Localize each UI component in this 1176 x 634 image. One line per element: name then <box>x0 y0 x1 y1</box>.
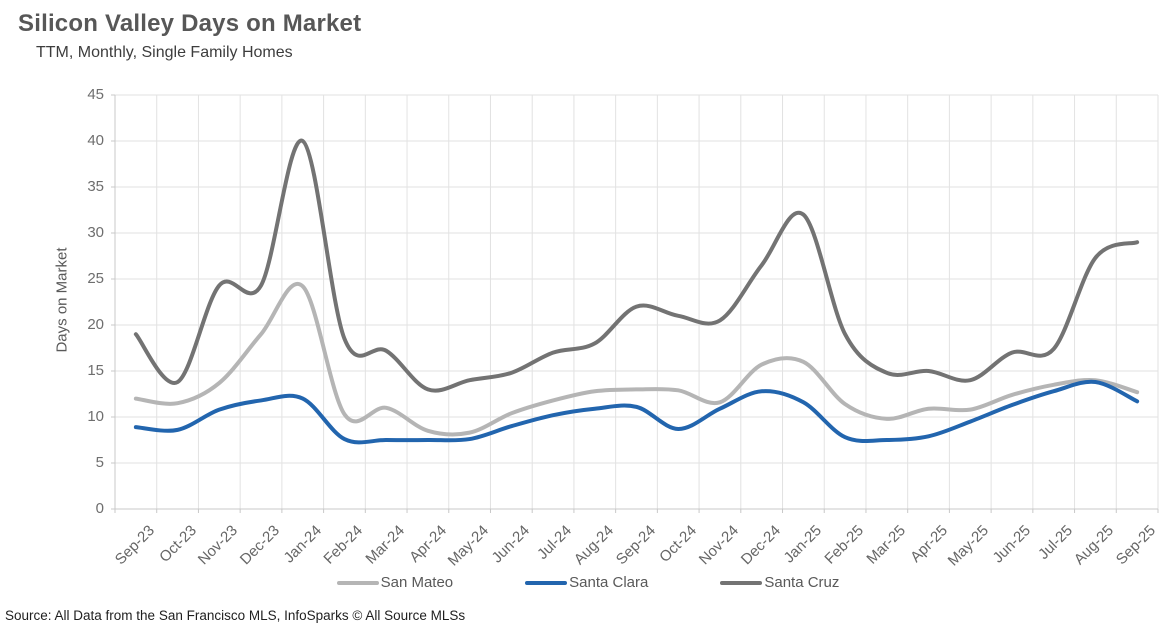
source-text: Source: All Data from the San Francisco … <box>5 608 466 623</box>
y-tick-label-20: 20 <box>87 316 104 333</box>
legend-item-san-mateo: San Mateo <box>336 574 454 591</box>
axes <box>111 94 1159 513</box>
legend-label-santa-clara: Santa Clara <box>569 574 649 591</box>
legend-item-santa-clara: Santa Clara <box>525 574 648 591</box>
y-tick-label-35: 35 <box>87 178 104 195</box>
legend-item-santa-cruz: Santa Cruz <box>720 574 839 591</box>
legend-line-santa-clara-icon <box>525 580 568 585</box>
gridlines <box>114 94 1159 510</box>
legend: San Mateo Santa Clara Santa Cruz <box>0 574 1176 591</box>
y-tick-label-30: 30 <box>87 224 104 241</box>
y-tick-label-0: 0 <box>95 500 104 517</box>
y-tick-label-10: 10 <box>87 408 104 425</box>
legend-line-santa-cruz-icon <box>720 580 763 585</box>
series-line-santa-clara <box>133 379 1140 445</box>
y-tick-label-40: 40 <box>87 132 104 149</box>
legend-label-santa-cruz: Santa Cruz <box>764 574 840 591</box>
y-tick-label-15: 15 <box>87 362 104 379</box>
y-tick-label-5: 5 <box>95 454 104 471</box>
y-tick-label-45: 45 <box>87 86 104 103</box>
y-tick-label-25: 25 <box>87 270 104 287</box>
chart-title: Silicon Valley Days on Market <box>18 10 362 37</box>
legend-line-san-mateo-icon <box>336 580 379 585</box>
chart-subtitle: TTM, Monthly, Single Family Homes <box>36 44 293 61</box>
legend-label-san-mateo: San Mateo <box>380 574 454 591</box>
series-line-santa-cruz <box>133 138 1140 393</box>
series-line-san-mateo <box>133 282 1140 437</box>
